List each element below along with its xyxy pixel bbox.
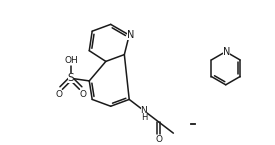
Text: O: O [79, 90, 86, 99]
Text: O: O [155, 135, 162, 144]
Text: OH: OH [64, 56, 78, 65]
Text: N: N [141, 106, 147, 115]
Text: S: S [68, 73, 74, 83]
Text: H: H [141, 113, 147, 122]
Text: O: O [56, 90, 63, 99]
Text: N: N [126, 30, 134, 40]
Text: N: N [223, 47, 230, 57]
